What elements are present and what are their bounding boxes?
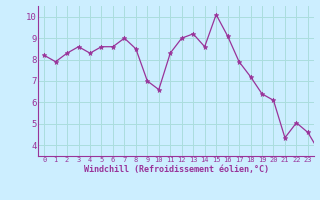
X-axis label: Windchill (Refroidissement éolien,°C): Windchill (Refroidissement éolien,°C) — [84, 165, 268, 174]
